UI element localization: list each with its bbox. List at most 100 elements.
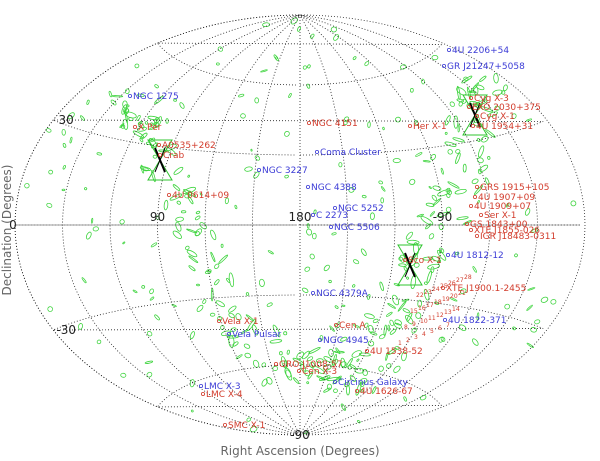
contour	[392, 158, 401, 164]
source-marker	[402, 257, 407, 262]
contour	[463, 76, 469, 81]
contour	[122, 100, 128, 109]
contour	[340, 357, 346, 369]
source-marker	[156, 142, 161, 147]
source-label: SMC X-1	[228, 421, 265, 431]
source-marker	[305, 184, 310, 189]
source-label: Coma Cluster	[320, 148, 381, 158]
contour	[154, 314, 160, 321]
contour	[512, 326, 517, 331]
contour	[61, 188, 66, 192]
source-marker	[222, 422, 227, 427]
source-marker	[310, 212, 315, 217]
contour	[136, 115, 141, 121]
contour	[352, 56, 357, 61]
contour	[398, 263, 407, 267]
contour	[173, 98, 177, 102]
contour	[266, 377, 273, 385]
contour	[369, 331, 378, 336]
contour	[361, 194, 367, 199]
contour	[232, 341, 239, 347]
meridian	[204, 14, 301, 436]
source-label: Cen A	[339, 321, 366, 331]
contour	[146, 331, 153, 337]
contour	[279, 351, 283, 356]
contour	[472, 266, 477, 273]
contour	[111, 95, 124, 98]
source-label: NGC 4388	[311, 183, 357, 193]
contour	[306, 83, 311, 89]
contour	[367, 340, 375, 347]
source-marker	[306, 121, 311, 126]
contour	[456, 216, 469, 221]
contour	[447, 181, 460, 189]
source-label: GR J21247+5058	[447, 62, 525, 72]
contour	[245, 292, 250, 296]
contour	[187, 196, 194, 205]
numbered-source: 25	[440, 283, 448, 290]
source-label: Circinus Galaxy	[338, 378, 409, 388]
contour	[340, 403, 346, 411]
pole-tick-label: -90	[290, 428, 310, 442]
source-label: NGC 4151	[312, 119, 358, 129]
contour	[393, 283, 401, 287]
contour	[290, 17, 298, 25]
contour	[432, 198, 441, 206]
meridian	[299, 14, 443, 436]
contour	[494, 105, 500, 111]
contour	[446, 189, 452, 195]
source-marker	[200, 391, 205, 396]
source-label: NGC 1275	[133, 92, 179, 102]
contour	[455, 149, 461, 154]
contour	[307, 356, 314, 362]
contour	[61, 129, 66, 136]
contour	[169, 193, 183, 201]
source-label: Sco X-1	[408, 256, 442, 266]
contour	[378, 180, 384, 185]
contour	[245, 314, 255, 322]
bowtie-core	[154, 147, 166, 173]
contour	[260, 69, 268, 73]
contour	[394, 322, 402, 329]
contour	[417, 299, 423, 308]
contour	[96, 152, 103, 156]
contour	[311, 232, 317, 240]
contour	[302, 287, 309, 293]
source-label: X Per	[138, 123, 162, 133]
contour	[253, 171, 260, 179]
contour	[220, 243, 224, 248]
meridian	[299, 14, 348, 436]
contour	[124, 88, 130, 95]
contour	[333, 34, 340, 41]
contour	[416, 213, 424, 218]
contour	[378, 365, 384, 372]
contour	[137, 93, 145, 97]
contour	[349, 364, 357, 369]
contour	[140, 164, 145, 174]
contour	[302, 65, 307, 70]
numbered-source: 1	[398, 340, 402, 347]
numbered-source: 18	[434, 299, 442, 306]
contour	[281, 356, 287, 369]
contour	[346, 358, 353, 368]
contour	[199, 222, 207, 230]
numbered-source: 17	[426, 302, 434, 309]
ra-tick-label: -90	[433, 210, 453, 224]
contour	[476, 138, 481, 142]
source-label: 4U 1812-12	[451, 251, 504, 261]
contour	[187, 174, 191, 178]
source-marker	[464, 221, 469, 226]
contour	[180, 210, 187, 214]
contour	[238, 93, 245, 98]
contour	[331, 232, 337, 236]
contour	[445, 187, 451, 193]
contour	[477, 200, 480, 204]
contour	[364, 313, 375, 319]
contour	[456, 87, 467, 96]
contour	[188, 255, 199, 264]
source-marker	[442, 317, 447, 322]
contour	[228, 335, 235, 348]
contour	[120, 372, 127, 378]
contour	[462, 163, 467, 173]
